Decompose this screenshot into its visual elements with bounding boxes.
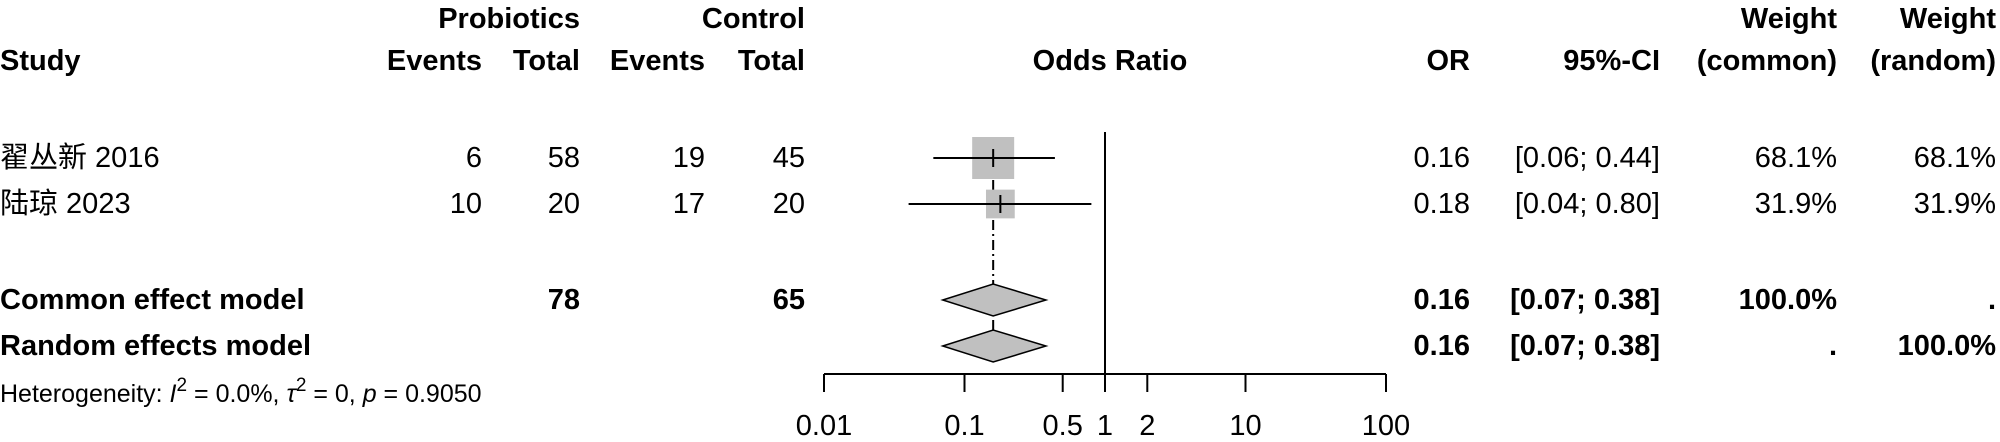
study-total-probiotics: 58 xyxy=(547,142,580,174)
header-weight-random: (random) xyxy=(1870,45,1996,77)
header-events-control: Events xyxy=(609,45,705,77)
study-total-probiotics: 20 xyxy=(547,188,580,220)
header-group-probiotics: Probiotics xyxy=(438,3,580,35)
study-weight-common: 68.1% xyxy=(1754,142,1837,174)
common-or: 0.16 xyxy=(1413,284,1470,316)
study-or: 0.18 xyxy=(1413,188,1470,220)
header-weight-random-top: Weight xyxy=(1899,3,1996,35)
study-total-control: 20 xyxy=(772,188,805,220)
x-axis-tick-label: 0.01 xyxy=(796,410,852,442)
random-effects-label: Random effects model xyxy=(0,330,311,362)
x-axis-tick-label: 1 xyxy=(1097,410,1113,442)
study-ci: [0.06; 0.44] xyxy=(1514,142,1660,174)
random-weight-common: . xyxy=(1828,330,1837,362)
x-axis-tick-label: 0.1 xyxy=(944,410,984,442)
x-axis-tick-label: 10 xyxy=(1229,410,1261,442)
common-weight-common: 100.0% xyxy=(1738,284,1837,316)
header-total-control: Total xyxy=(737,45,805,77)
common-ci: [0.07; 0.38] xyxy=(1510,284,1660,316)
study-name: 翟丛新 2016 xyxy=(0,142,160,174)
header-events-probiotics: Events xyxy=(386,45,482,77)
p-value: = 0.9050 xyxy=(376,380,482,408)
header-odds-ratio: Odds Ratio xyxy=(1032,45,1188,77)
common-total-control: 65 xyxy=(772,284,805,316)
i-squared-value: = 0.0%, xyxy=(187,380,287,408)
random-or: 0.16 xyxy=(1413,330,1470,362)
tau-squared-symbol: τ xyxy=(286,380,296,408)
study-ci: [0.04; 0.80] xyxy=(1514,188,1660,220)
study-events-control: 17 xyxy=(672,188,705,220)
common-effect-diamond xyxy=(940,283,1049,317)
heterogeneity-prefix: Heterogeneity: xyxy=(0,380,170,408)
x-axis-tick-label: 2 xyxy=(1139,410,1155,442)
random-weight-random: 100.0% xyxy=(1897,330,1996,362)
p-symbol: p xyxy=(362,380,377,408)
study-weight-random: 68.1% xyxy=(1913,142,1996,174)
study-name: 陆琼 2023 xyxy=(0,188,131,220)
header-study: Study xyxy=(0,45,81,77)
i-squared-symbol: I xyxy=(169,380,177,408)
common-weight-random: . xyxy=(1987,284,1996,316)
study-events-probiotics: 6 xyxy=(465,142,482,174)
study-events-probiotics: 10 xyxy=(449,188,482,220)
header-or: OR xyxy=(1426,45,1471,77)
header-weight-common: (common) xyxy=(1696,45,1837,77)
heterogeneity-text: Heterogeneity: I2 = 0.0%, τ2 = 0, p = 0.… xyxy=(0,375,482,411)
tau-squared-exponent: 2 xyxy=(295,375,307,396)
study-weight-common: 31.9% xyxy=(1754,188,1837,220)
x-axis-tick-label: 100 xyxy=(1362,410,1410,442)
study-total-control: 45 xyxy=(772,142,805,174)
header-weight-common-top: Weight xyxy=(1740,3,1837,35)
random-effect-diamond xyxy=(940,329,1049,363)
x-axis-tick-label: 0.5 xyxy=(1043,410,1083,442)
tau-squared-value: = 0, xyxy=(306,380,363,408)
i-squared-exponent: 2 xyxy=(176,375,188,396)
header-group-control: Control xyxy=(701,3,805,35)
random-ci: [0.07; 0.38] xyxy=(1510,330,1660,362)
common-total-probiotics: 78 xyxy=(547,284,580,316)
common-effect-label: Common effect model xyxy=(0,284,305,316)
study-events-control: 19 xyxy=(672,142,705,174)
header-total-probiotics: Total xyxy=(512,45,580,77)
header-ci: 95%-CI xyxy=(1563,45,1660,77)
study-or: 0.16 xyxy=(1413,142,1470,174)
study-weight-random: 31.9% xyxy=(1913,188,1996,220)
